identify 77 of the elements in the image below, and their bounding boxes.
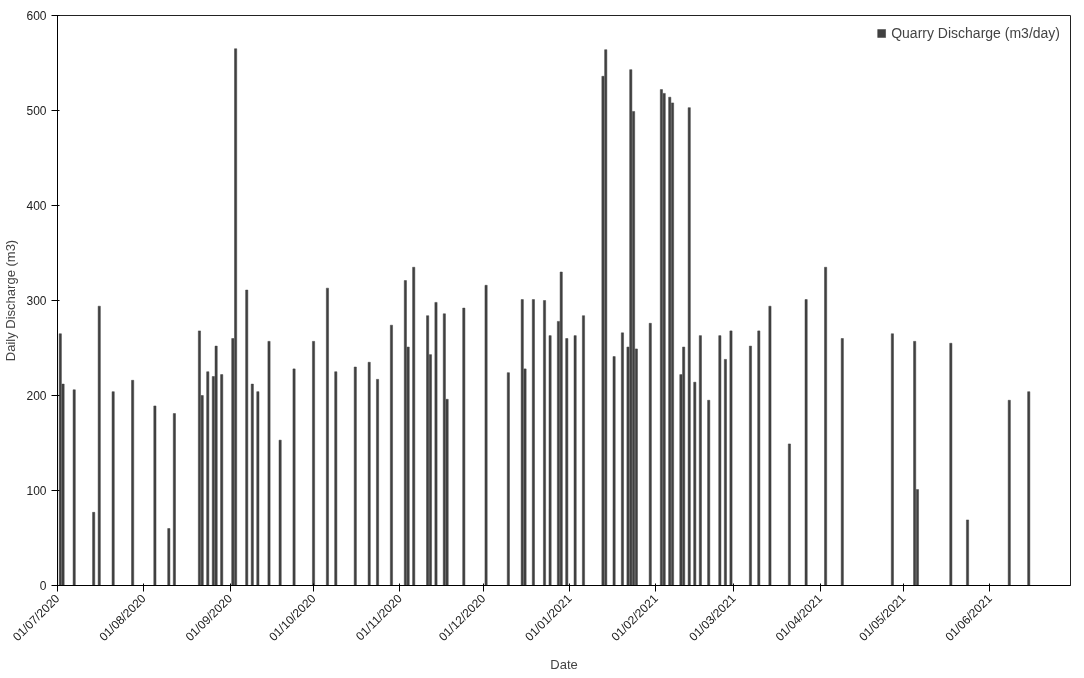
bar [173,413,176,586]
bar [326,287,329,586]
bar [267,341,271,586]
bar [1027,391,1031,586]
bar [111,391,115,586]
bar [520,299,524,586]
bar [768,305,772,586]
bar [250,383,254,586]
bar [153,405,157,586]
bar [234,48,237,586]
bar [604,49,608,586]
bar [891,333,894,586]
bar [390,324,393,586]
bar [167,528,171,586]
bar [220,374,224,586]
bar [206,371,210,586]
bar [1007,400,1011,586]
bar [72,389,76,586]
bar [548,335,552,586]
bar [312,341,315,586]
y-tick-label: 100 [26,484,47,498]
y-tick-label: 200 [26,389,47,403]
bar [376,379,379,586]
bar [214,345,218,586]
bar [913,341,917,586]
bar [693,381,697,586]
legend-label: Quarry Discharge (m3/day) [891,25,1060,41]
bar [966,519,969,586]
bar [484,285,488,586]
bar [804,299,808,586]
bar [278,439,282,586]
bar [699,335,702,586]
bar [949,343,953,586]
y-tick-label: 300 [26,294,47,308]
bar [687,107,691,586]
bar [245,289,249,586]
bar [367,362,371,586]
bar [131,380,134,586]
bar [532,299,535,586]
bar [612,356,616,586]
bar [729,330,733,586]
y-tick-label: 600 [26,9,47,23]
y-axis-title: Daily Discharge (m3) [3,239,19,362]
bar [788,443,791,586]
bar [629,69,633,586]
bar [621,332,624,586]
bar [559,271,563,586]
bar [749,345,752,586]
bar [256,391,260,586]
bar [506,372,510,586]
bar [707,400,711,586]
bar [292,368,296,586]
bar [757,330,761,586]
y-tick-label: 0 [39,579,47,593]
bar [824,267,827,586]
bar [543,300,546,586]
bar [718,335,722,586]
bar [840,338,844,586]
bar [353,366,357,586]
bar [426,315,429,586]
bar [582,315,585,586]
bar [668,96,672,586]
bar [565,338,569,586]
bar [92,512,96,586]
bar [573,335,577,586]
bar [97,305,101,586]
y-tick-label: 400 [26,199,47,213]
bar [648,323,652,586]
bar [412,267,416,586]
y-tick-label: 500 [26,104,47,118]
x-axis-title: Date [550,656,578,672]
bar [662,93,666,586]
bar [682,346,686,586]
bar [462,307,466,586]
bar [334,371,338,586]
bar [724,359,727,586]
bar [434,302,438,586]
